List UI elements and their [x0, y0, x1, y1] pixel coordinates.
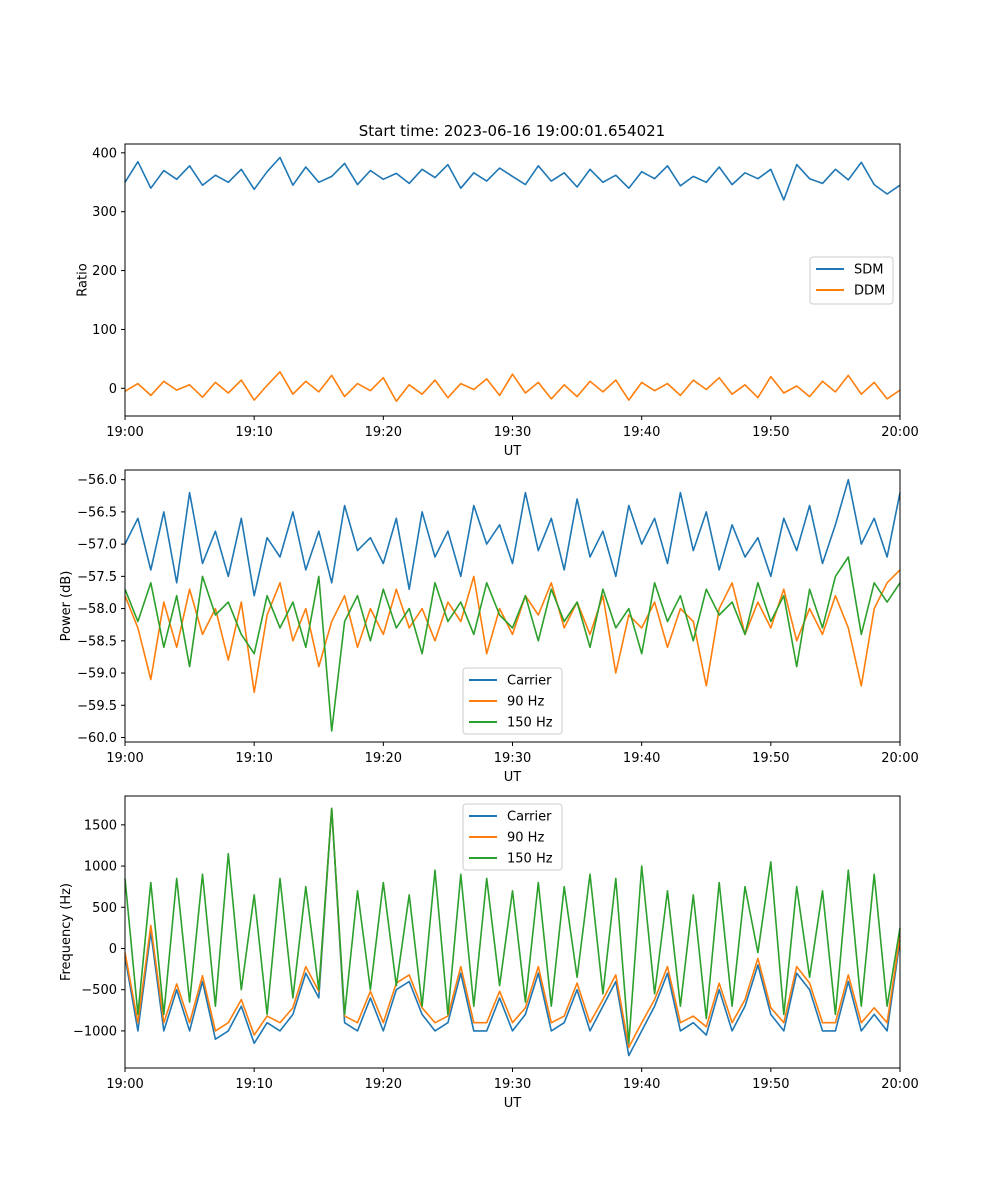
- x-tick-label: 19:20: [365, 425, 402, 440]
- legend-label-sdm: SDM: [854, 263, 883, 278]
- legend-label-150-hz: 150 Hz: [507, 852, 553, 867]
- legend: SDM DDM: [809, 256, 894, 305]
- x-tick-label: 19:50: [752, 751, 789, 766]
- x-axis-label: UT: [504, 444, 522, 459]
- x-tick-label: 19:30: [494, 751, 531, 766]
- x-tick-label: 20:00: [881, 751, 918, 766]
- y-tick-label: 300: [92, 205, 117, 220]
- series-line-carrier: [124, 478, 901, 597]
- x-axis-label: UT: [504, 1096, 522, 1111]
- legend-label-carrier: Carrier: [507, 810, 552, 825]
- y-tick-label: −56.5: [77, 505, 117, 520]
- y-tick-label: −1000: [73, 1024, 117, 1039]
- x-tick-label: 19:00: [106, 425, 143, 440]
- legend-box: [462, 667, 563, 735]
- x-axis-label: UT: [504, 770, 522, 785]
- x-tick-label: 19:40: [623, 425, 660, 440]
- legend: Carrier 90 Hz 150 Hz: [462, 667, 563, 735]
- series-line-90-hz: [124, 807, 901, 1049]
- y-tick-label: 400: [92, 146, 117, 161]
- x-tick-label: 19:00: [106, 751, 143, 766]
- chart-title: Start time: 2023-06-16 19:00:01.654021: [359, 122, 665, 140]
- x-tick-label: 19:10: [235, 1077, 272, 1092]
- x-tick-label: 19:50: [752, 425, 789, 440]
- series-line-150-hz: [124, 807, 901, 1045]
- y-tick-label: 0: [109, 942, 117, 957]
- y-axis-label: Power (dB): [59, 571, 74, 642]
- x-tick-label: 19:00: [106, 1077, 143, 1092]
- series-line-ddm: [124, 370, 901, 403]
- series-lines: [124, 478, 901, 732]
- x-tick-label: 20:00: [881, 425, 918, 440]
- y-tick-label: −57.0: [77, 538, 117, 553]
- y-tick-label: −60.0: [77, 731, 117, 746]
- series-lines: [124, 807, 901, 1057]
- legend-box: [462, 803, 563, 871]
- series-line-carrier: [124, 807, 901, 1057]
- frequency-panel: 19:00 19:10 19:20 19:30 19:40 19:50 20:00 UT −10…: [59, 795, 919, 1111]
- y-tick-label: 1500: [84, 818, 117, 833]
- x-tick-label: 19:40: [623, 751, 660, 766]
- y-tick-label: 200: [92, 264, 117, 279]
- y-tick-label: 0: [109, 382, 117, 397]
- legend: Carrier 90 Hz 150 Hz: [462, 803, 563, 871]
- legend-label-90-hz: 90 Hz: [507, 831, 544, 846]
- y-tick-label: 500: [92, 901, 117, 916]
- x-tick-label: 19:20: [365, 751, 402, 766]
- y-tick-label: −58.0: [77, 602, 117, 617]
- y-tick-label: −500: [81, 983, 117, 998]
- x-tick-label: 19:20: [365, 1077, 402, 1092]
- legend-label-carrier: Carrier: [507, 674, 552, 689]
- x-tick-label: 19:10: [235, 751, 272, 766]
- x-tick-label: 19:50: [752, 1077, 789, 1092]
- x-tick-label: 19:30: [494, 425, 531, 440]
- power-panel: 19:00 19:10 19:20 19:30 19:40 19:50 20:00 UT −60…: [59, 469, 919, 785]
- series-line-90-hz: [124, 569, 901, 694]
- y-tick-label: −59.5: [77, 699, 117, 714]
- y-tick-label: −58.5: [77, 634, 117, 649]
- y-tick-label: −59.0: [77, 667, 117, 682]
- y-tick-label: 1000: [84, 860, 117, 875]
- series-line-150-hz: [124, 556, 901, 732]
- legend-label-150-hz: 150 Hz: [507, 716, 553, 731]
- x-tick-label: 19:10: [235, 425, 272, 440]
- legend-label-ddm: DDM: [854, 284, 885, 299]
- x-tick-label: 19:40: [623, 1077, 660, 1092]
- series-line-sdm: [124, 156, 901, 201]
- ratio-panel: 19:00 19:10 19:20 19:30 19:40 19:50 20:00 UT 0 10…: [75, 143, 919, 459]
- series-lines: [124, 156, 901, 403]
- y-tick-label: −57.5: [77, 570, 117, 585]
- y-tick-label: 100: [92, 323, 117, 338]
- x-tick-label: 20:00: [881, 1077, 918, 1092]
- y-tick-label: −56.0: [77, 473, 117, 488]
- y-axis-label: Ratio: [75, 263, 90, 296]
- legend-label-90-hz: 90 Hz: [507, 695, 544, 710]
- x-tick-label: 19:30: [494, 1077, 531, 1092]
- y-axis-label: Frequency (Hz): [59, 883, 74, 981]
